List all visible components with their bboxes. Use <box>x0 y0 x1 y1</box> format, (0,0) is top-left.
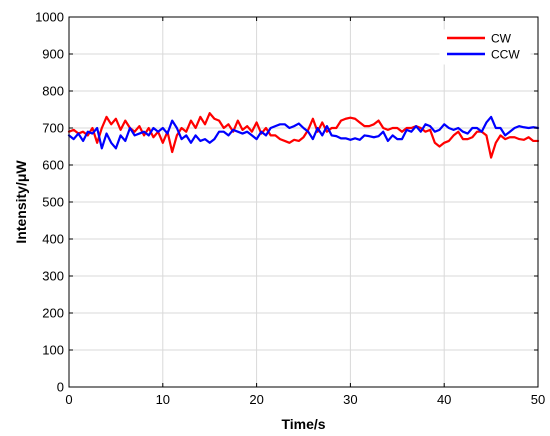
legend-label-cw: CW <box>491 32 512 46</box>
axis-ticks: 0 10 20 30 40 5001002003004005006007008009001… <box>35 10 545 408</box>
series-line-ccw <box>67 115 540 150</box>
x-tick-label: 20 <box>249 392 263 407</box>
legend-label-ccw: CCW <box>491 48 520 62</box>
x-tick-label: 40 <box>437 392 451 407</box>
x-tick-label: 0 <box>65 392 72 407</box>
y-tick-label: 500 <box>42 195 64 210</box>
series-line-cw <box>67 112 540 159</box>
y-tick-label: 0 <box>57 380 64 395</box>
y-tick-label: 400 <box>42 232 64 247</box>
y-tick-label: 900 <box>42 47 64 62</box>
x-axis-label: Time/s <box>281 416 325 432</box>
x-tick-label: 30 <box>343 392 357 407</box>
y-tick-label: 200 <box>42 306 64 321</box>
x-tick-label: 50 <box>531 392 545 407</box>
y-tick-label: 300 <box>42 269 64 284</box>
plot-area <box>67 112 540 159</box>
y-tick-label: 700 <box>42 121 64 136</box>
legend-box <box>439 29 531 65</box>
y-axis-label: Intensity/μW <box>13 160 29 244</box>
x-tick-label: 10 <box>156 392 170 407</box>
y-tick-label: 100 <box>42 343 64 358</box>
y-tick-label: 600 <box>42 158 64 173</box>
legend: CW CCW <box>439 29 531 65</box>
y-tick-label: 1000 <box>35 10 64 25</box>
y-tick-label: 800 <box>42 84 64 99</box>
